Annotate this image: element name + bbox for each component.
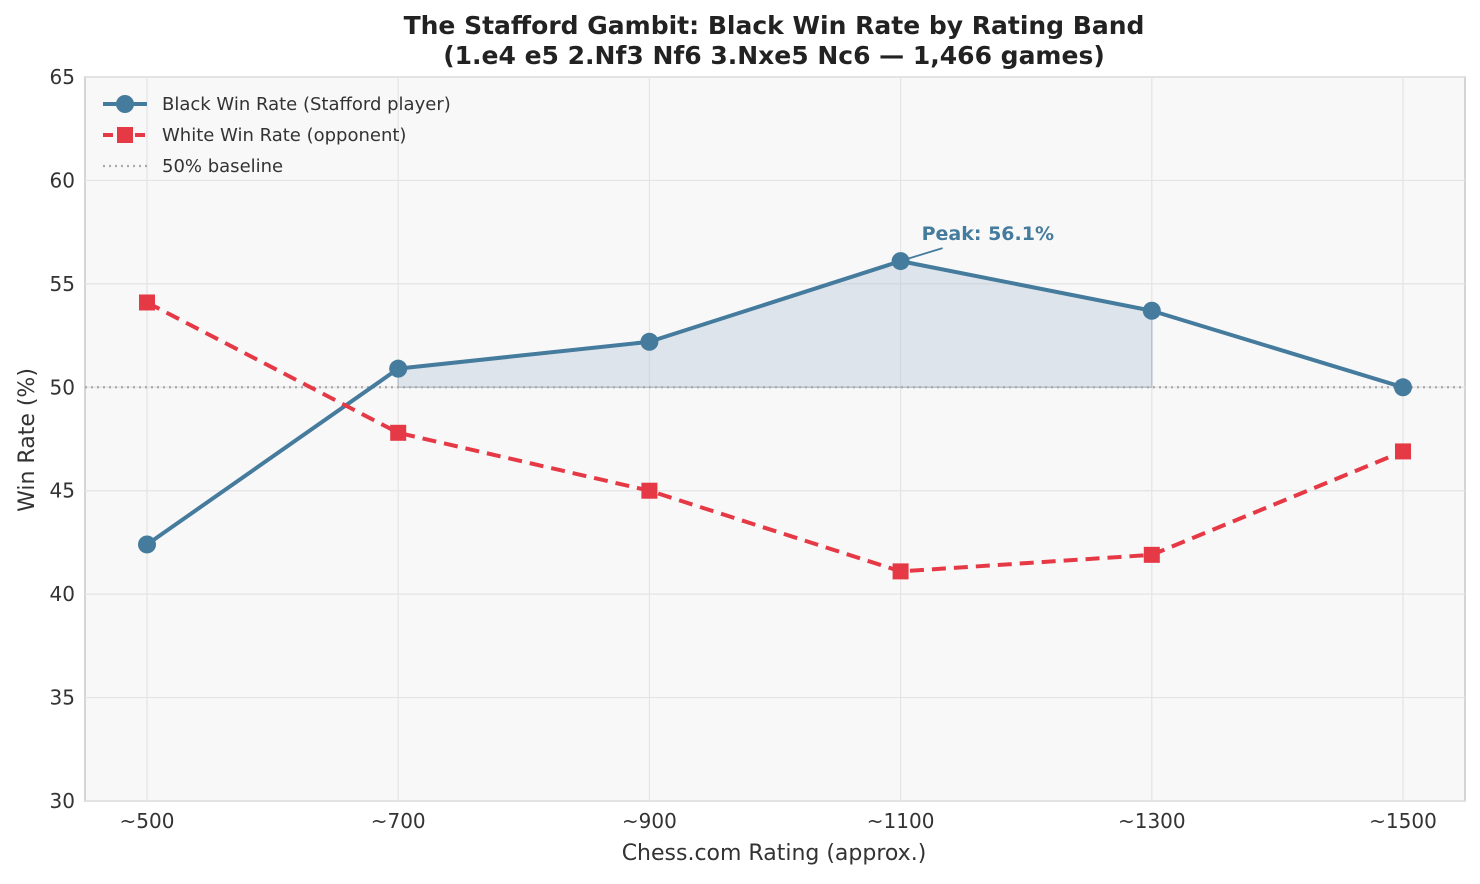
legend-marker-white — [117, 127, 133, 143]
black-win-rate-point — [138, 535, 156, 554]
y-tick-label: 50 — [50, 375, 75, 399]
y-tick-label: 60 — [50, 168, 75, 192]
chart-title-line1: The Stafford Gambit: Black Win Rate by R… — [404, 11, 1145, 40]
y-tick-label: 65 — [50, 65, 75, 89]
white-win-rate-line — [146, 300, 1404, 574]
legend-marker-black — [116, 95, 134, 113]
white-win-rate-point — [1395, 443, 1411, 460]
y-tick-label: 55 — [50, 272, 75, 296]
white-win-rate-point — [892, 563, 909, 580]
x-tick-label: ~1500 — [1369, 809, 1437, 833]
y-tick-label: 30 — [50, 789, 75, 813]
plot-area — [84, 76, 1466, 802]
black-win-rate-point — [1394, 378, 1412, 397]
x-axis-label: Chess.com Rating (approx.) — [622, 841, 927, 866]
legend: Black Win Rate (Stafford player) White W… — [103, 94, 451, 177]
chart-title-line2: (1.e4 e5 2.Nf3 Nf6 3.Nxe5 Nc6 — 1,466 ga… — [443, 41, 1105, 70]
y-tick-label: 40 — [50, 582, 75, 606]
y-tick-labels: 30 35 40 45 50 55 60 65 — [50, 65, 75, 813]
x-tick-label: ~500 — [120, 809, 175, 833]
white-win-rate-point — [1143, 546, 1160, 563]
y-tick-label: 35 — [50, 686, 75, 710]
x-tick-label: ~900 — [622, 809, 677, 833]
legend-label-baseline: 50% baseline — [162, 156, 283, 177]
y-tick-label: 45 — [50, 479, 75, 503]
x-tick-labels: ~500 ~700 ~900 ~1100 ~1300 ~1500 — [120, 809, 1437, 833]
annotation-text: Peak: 56.1% — [922, 223, 1054, 245]
black-win-rate-line — [145, 259, 1404, 547]
white-win-rate-point — [641, 482, 658, 499]
legend-label-white: White Win Rate (opponent) — [162, 125, 406, 146]
series-layer — [138, 252, 1412, 580]
x-tick-label: ~700 — [371, 809, 426, 833]
x-tick-label: ~1300 — [1118, 809, 1186, 833]
white-win-rate-point — [390, 424, 407, 441]
legend-label-black: Black Win Rate (Stafford player) — [162, 94, 451, 115]
black-win-rate-point — [891, 252, 910, 271]
x-tick-label: ~1100 — [867, 809, 935, 833]
annotation-arrow — [906, 247, 943, 260]
white-win-rate-point — [139, 294, 155, 311]
black-win-rate-point — [389, 359, 408, 378]
black-win-rate-point — [1142, 301, 1161, 320]
y-axis-label: Win Rate (%) — [15, 368, 40, 512]
annotation-layer: Peak: 56.1% — [906, 223, 1054, 260]
black-win-rate-point — [640, 332, 659, 351]
